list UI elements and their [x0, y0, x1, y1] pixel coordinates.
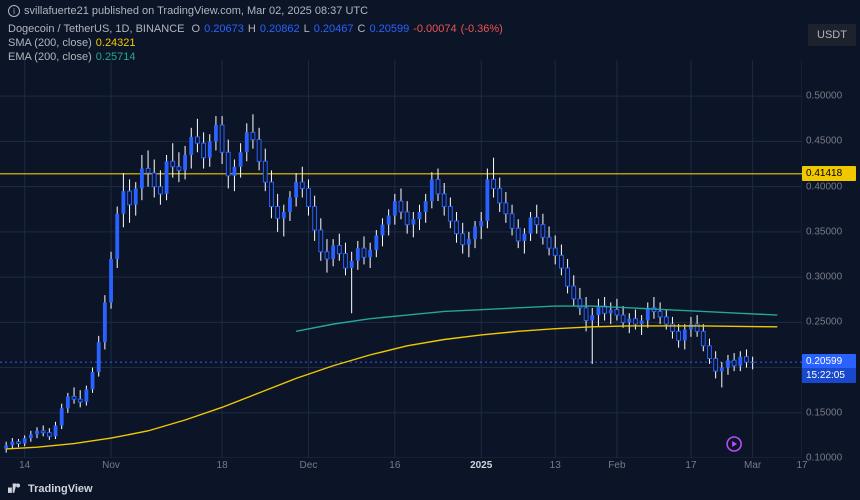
replay-icon	[727, 437, 741, 451]
x-tick-label: Feb	[608, 460, 625, 471]
y-tick-label: 0.30000	[806, 272, 842, 283]
brand-text: TradingView	[28, 483, 93, 495]
y-axis[interactable]: 0.100000.150000.200000.250000.300000.350…	[802, 60, 860, 458]
x-tick-label: 17	[796, 460, 807, 471]
publish-bar: i svillafuerte21 published on TradingVie…	[0, 0, 860, 22]
y-tick-label: 0.40000	[806, 181, 842, 192]
y-tick-label: 0.25000	[806, 317, 842, 328]
x-tick-label: 17	[685, 460, 696, 471]
tradingview-logo-icon	[8, 482, 22, 496]
y-tick-label: 0.15000	[806, 407, 842, 418]
countdown-label: 15:22:05	[802, 368, 856, 383]
info-icon: i	[8, 5, 20, 17]
chart-svg	[0, 60, 802, 458]
y-tick-label: 0.35000	[806, 226, 842, 237]
symbol-row: Dogecoin / TetherUS, 1D, BINANCE O0.2067…	[0, 22, 860, 36]
y-tick-label: 0.50000	[806, 91, 842, 102]
x-tick-label: 18	[217, 460, 228, 471]
hline-price-label: 0.41418	[802, 166, 856, 181]
x-tick-label: 14	[19, 460, 30, 471]
x-tick-label: 2025	[470, 460, 492, 471]
x-tick-label: 16	[389, 460, 400, 471]
publish-text: svillafuerte21 published on TradingView.…	[24, 5, 368, 17]
footer: TradingView	[0, 478, 860, 500]
x-tick-label: Dec	[300, 460, 318, 471]
x-tick-label: Nov	[102, 460, 120, 471]
x-tick-label: 13	[550, 460, 561, 471]
currency-badge[interactable]: USDT	[808, 24, 856, 46]
x-tick-label: Mar	[744, 460, 761, 471]
y-tick-label: 0.10000	[806, 453, 842, 464]
symbol-text: Dogecoin / TetherUS, 1D, BINANCE	[8, 23, 184, 35]
chart-area[interactable]	[0, 60, 802, 458]
x-axis[interactable]: 14Nov18Dec16202513Feb17Mar17	[0, 458, 802, 478]
sma-row: SMA (200, close) 0.24321	[0, 36, 860, 50]
current-price-label: 0.20599	[802, 354, 856, 369]
y-tick-label: 0.45000	[806, 136, 842, 147]
